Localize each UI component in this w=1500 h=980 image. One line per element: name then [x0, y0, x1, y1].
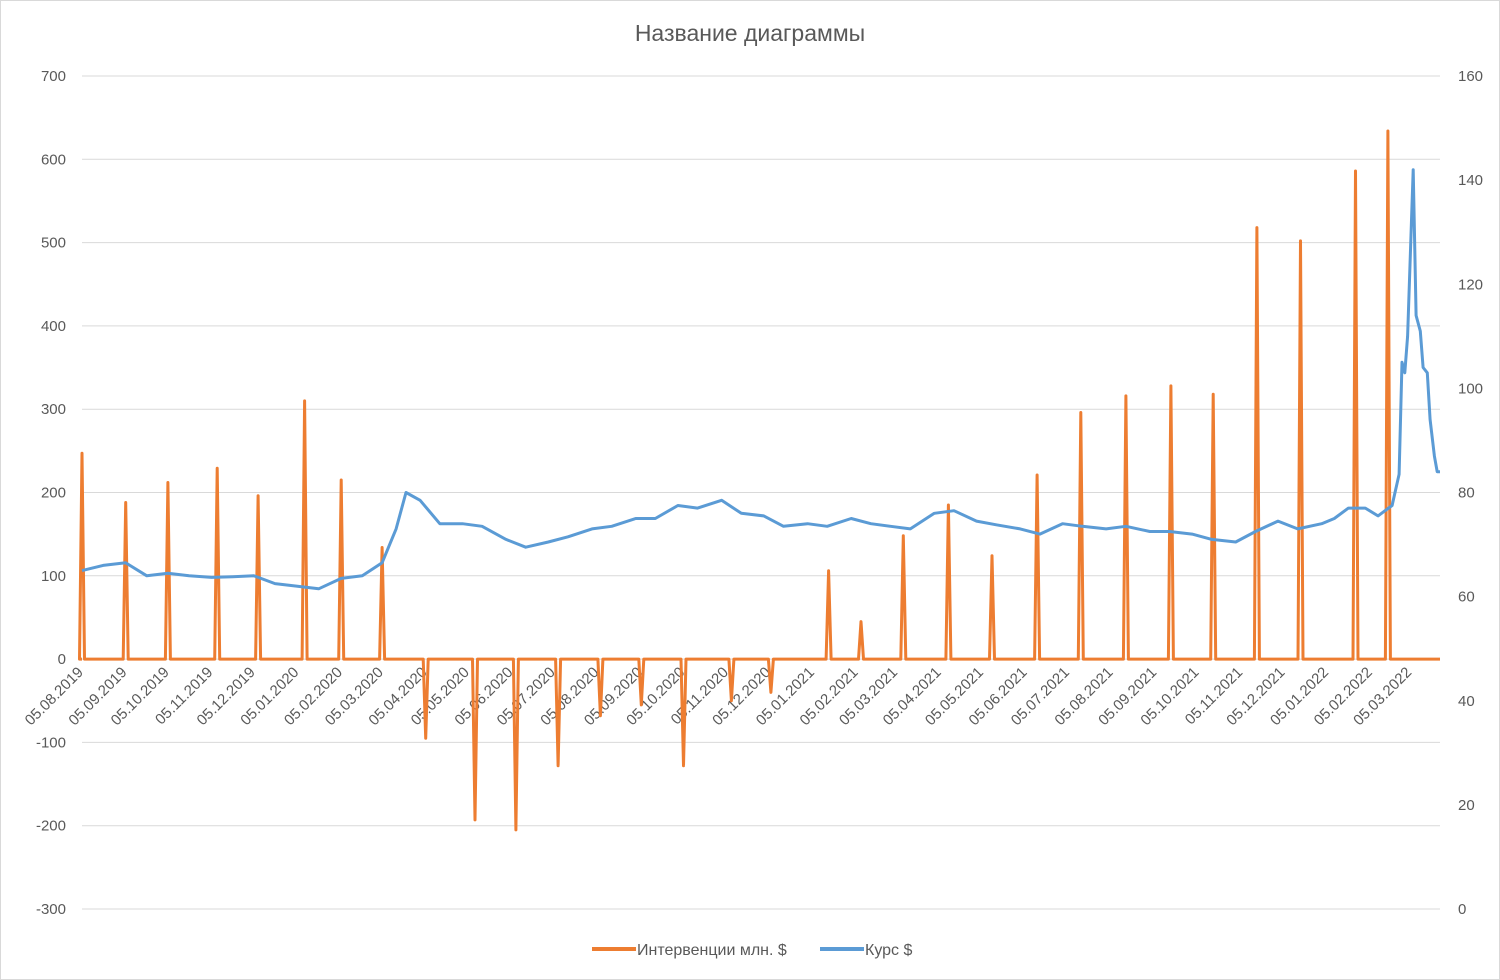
y-right-tick-label: 80 [1458, 485, 1475, 502]
y-left-tick-label: -100 [36, 734, 66, 751]
y-axis-left: -300 -200 -100 0 100 200 300 400 500 600 700 [36, 68, 66, 918]
legend: Интервенции млн. $ Курс $ [592, 942, 912, 959]
y-right-tick-label: 20 [1458, 797, 1475, 814]
y-right-tick-label: 40 [1458, 693, 1475, 710]
y-right-tick-label: 140 [1458, 172, 1483, 189]
y-left-tick-label: 700 [41, 68, 66, 85]
x-axis: 05.08.201905.09.201905.10.201905.11.2019… [22, 664, 1416, 729]
chart-title: Название диаграммы [634, 20, 866, 46]
y-left-tick-label: 200 [41, 485, 66, 502]
y-left-tick-label: 400 [41, 318, 66, 335]
series-line-rate [81, 168, 1440, 591]
y-left-tick-label: -300 [36, 901, 66, 918]
y-left-tick-label: 100 [41, 568, 66, 585]
y-left-tick-label: 300 [41, 401, 66, 418]
series-line-interventions [78, 129, 1440, 832]
legend-label-rate: Курс $ [865, 942, 912, 959]
y-left-tick-label: -200 [36, 818, 66, 835]
y-right-tick-label: 160 [1458, 68, 1483, 85]
y-right-tick-label: 120 [1458, 276, 1483, 293]
series-layer [78, 129, 1440, 832]
y-axis-right: 0 20 40 60 80 100 120 140 160 [1458, 68, 1483, 918]
y-left-tick-label: 0 [58, 651, 66, 668]
y-right-tick-label: 0 [1458, 901, 1466, 918]
legend-label-interventions: Интервенции млн. $ [637, 942, 787, 959]
y-right-tick-label: 60 [1458, 589, 1475, 606]
gridlines [82, 75, 1440, 910]
y-left-tick-label: 500 [41, 235, 66, 252]
y-left-tick-label: 600 [41, 151, 66, 168]
y-right-tick-label: 100 [1458, 380, 1483, 397]
